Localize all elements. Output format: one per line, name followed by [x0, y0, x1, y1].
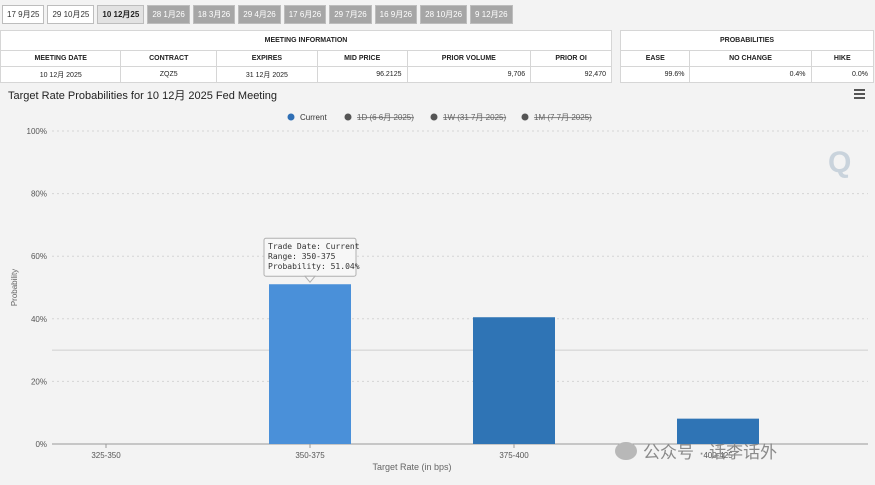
- value-mid-price: 96.2125: [316, 66, 408, 83]
- x-axis-title: Target Rate (in bps): [372, 462, 451, 472]
- value-contract: ZQZ5: [120, 66, 218, 83]
- y-tick-label: 100%: [27, 127, 47, 136]
- legend-item-label: 1W (31 7月 2025): [443, 113, 506, 122]
- date-tab[interactable]: 18 3月26: [192, 5, 236, 24]
- legend-marker: [344, 113, 352, 121]
- probabilities-table: PROBABILITIES EASE NO CHANGE HIKE 99.6% …: [619, 30, 875, 83]
- wechat-watermark: 公众号 · 话李话外: [615, 438, 777, 463]
- wechat-watermark-text: 公众号 · 话李话外: [643, 443, 778, 462]
- date-tab[interactable]: 29 10月25: [47, 5, 95, 24]
- chart-title: Target Rate Probabilities for 10 12月 202…: [8, 90, 278, 102]
- meeting-information-table: MEETING INFORMATION MEETING DATE CONTRAC…: [0, 30, 612, 83]
- tooltip-line: Range: 350-375: [268, 252, 336, 261]
- header-mid-price: MID PRICE: [316, 50, 408, 67]
- tooltip-pointer: [303, 275, 317, 284]
- header-ease: EASE: [619, 50, 691, 67]
- legend-marker: [430, 113, 438, 121]
- value-prior-volume: 9,706: [406, 66, 532, 83]
- x-tick-label: 350-375: [295, 451, 325, 460]
- value-prior-oi: 92,470: [530, 66, 612, 83]
- date-tab[interactable]: 29 7月26: [329, 5, 372, 24]
- date-tab[interactable]: 17 6月26: [283, 5, 327, 24]
- y-tick-label: 60%: [31, 252, 47, 261]
- legend-marker: [521, 113, 529, 121]
- hamburger-menu-icon[interactable]: [854, 89, 865, 99]
- y-tick-label: 0%: [35, 440, 47, 449]
- header-expires: EXPIRES: [216, 50, 318, 67]
- date-tab[interactable]: 29 4月26: [238, 5, 281, 24]
- x-tick-label: 400-425: [703, 451, 733, 460]
- bar-400-425: [677, 418, 759, 444]
- legend-marker: [287, 113, 295, 121]
- x-tick-label: 375-400: [499, 451, 529, 460]
- date-tab[interactable]: 28 1月26: [147, 5, 190, 24]
- legend-item-label: Current: [300, 113, 327, 122]
- y-tick-label: 20%: [31, 377, 47, 386]
- value-hike: 0.0%: [810, 66, 875, 83]
- date-tab[interactable]: 28 10月26: [420, 5, 468, 24]
- quikstrike-logo-watermark: Q: [828, 146, 852, 179]
- value-no-change: 0.4%: [689, 66, 812, 83]
- wechat-icon: [615, 441, 637, 460]
- bar-375-400: [473, 317, 555, 444]
- date-tab[interactable]: 9 12月26: [470, 5, 513, 24]
- value-meeting-date: 10 12月 2025: [0, 66, 122, 83]
- legend-item-label: 1D (6 6月 2025): [357, 113, 414, 122]
- header-prior-oi: PRIOR OI: [530, 50, 612, 67]
- x-tick-label: 325-350: [91, 451, 121, 460]
- meeting-information-caption: MEETING INFORMATION: [0, 30, 612, 51]
- header-contract: CONTRACT: [120, 50, 218, 67]
- plot-area: [52, 131, 868, 444]
- meeting-date-tabs: 17 9月25 29 10月25 10 12月25 28 1月26 18 3月26 29 …: [2, 5, 513, 24]
- header-prior-volume: PRIOR VOLUME: [406, 50, 532, 67]
- bar-350-375: [269, 284, 351, 444]
- date-tab[interactable]: 16 9月26: [374, 5, 418, 24]
- header-hike: HIKE: [810, 50, 875, 67]
- tooltip-line: Probability: 51.04%: [268, 262, 360, 271]
- y-axis-title: Probability: [10, 269, 19, 306]
- date-tab[interactable]: 17 9月25: [2, 5, 45, 24]
- tooltip-line: Trade Date: Current: [268, 242, 360, 251]
- value-ease: 99.6%: [619, 66, 691, 83]
- y-tick-label: 80%: [31, 190, 47, 199]
- header-no-change: NO CHANGE: [689, 50, 812, 67]
- y-tick-label: 40%: [31, 315, 47, 324]
- header-meeting-date: MEETING DATE: [0, 50, 122, 67]
- probability-bar-chart: 0% 20% 40% 60% 80% 100% 325-350 350-375 375-400 4…: [10, 113, 868, 472]
- date-tab[interactable]: 10 12月25: [97, 5, 145, 24]
- probabilities-caption: PROBABILITIES: [620, 30, 874, 51]
- value-expires: 31 12月 2025: [216, 66, 318, 83]
- legend-item-label: 1M (7 7月 2025): [534, 113, 592, 122]
